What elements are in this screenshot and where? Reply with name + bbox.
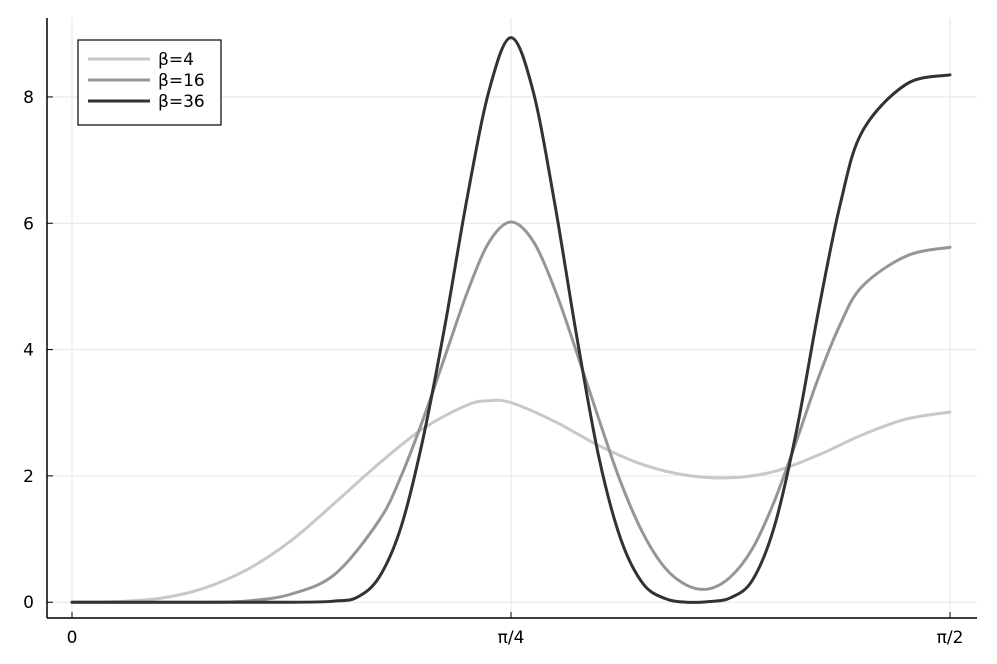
x-tick-label: π/4 [498, 628, 525, 648]
ticks: 0 π/4 π/2 0 2 4 6 8 [23, 88, 963, 648]
series-line-1 [70, 220, 952, 604]
legend: β=4β=16β=36 [77, 39, 222, 126]
legend-label-2: β=36 [158, 92, 205, 112]
series-line-0 [70, 398, 952, 604]
x-tick-label: 0 [67, 628, 78, 648]
y-tick-label: 2 [23, 467, 34, 487]
series-line-2 [70, 36, 952, 604]
x-tick-label: π/2 [937, 628, 964, 648]
y-tick-label: 0 [23, 593, 34, 613]
legend-label-1: β=16 [158, 71, 205, 91]
axes [46, 18, 977, 619]
series-layer [70, 36, 952, 604]
legend-label-0: β=4 [158, 50, 194, 70]
y-tick-label: 8 [23, 88, 34, 108]
y-tick-label: 4 [23, 341, 34, 361]
legend-box [77, 39, 222, 126]
y-tick-label: 6 [23, 214, 34, 234]
